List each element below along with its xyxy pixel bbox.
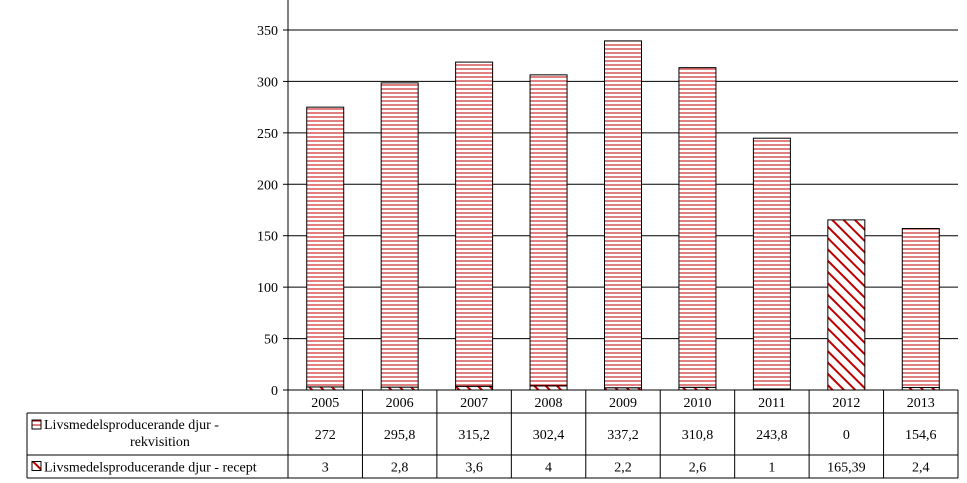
x-tick-label: 2006: [386, 396, 414, 411]
x-tick-label: 2007: [460, 396, 488, 411]
y-tick-label: 150: [257, 230, 278, 245]
y-tick-label: 250: [257, 127, 278, 142]
x-tick-label: 2010: [683, 396, 711, 411]
x-tick-label: 2009: [609, 396, 637, 411]
axes: [283, 0, 289, 391]
legend-label: rekvisition: [130, 435, 190, 450]
y-tick-label: 0: [271, 384, 278, 399]
x-tick-label: 2008: [535, 396, 563, 411]
data-label: 310,8: [682, 428, 714, 443]
legend-label: Livsmedelsproducerande djur -: [44, 418, 219, 433]
y-tick-label: 200: [257, 178, 278, 193]
x-tick-label: 2013: [907, 396, 935, 411]
y-tick-label: 50: [264, 333, 278, 348]
data-label: 3: [322, 461, 329, 476]
x-tick-label: 2012: [832, 396, 860, 411]
bar-recept-2012: [827, 219, 866, 391]
bar-recept-2008: [529, 385, 568, 391]
data-label: 1: [768, 461, 775, 476]
data-label: 154,6: [905, 428, 937, 443]
bar-rekvisition-2009: [604, 40, 642, 389]
data-label: 0: [843, 428, 850, 443]
data-label: 315,2: [458, 428, 490, 443]
data-label: 2,2: [614, 461, 632, 476]
bar-rekvisition-2008: [529, 74, 568, 387]
data-label: 302,4: [533, 428, 565, 443]
data-label: 243,8: [756, 428, 788, 443]
data-label: 165,39: [827, 461, 866, 476]
bar-rekvisition-2005: [306, 106, 345, 388]
y-tick-label: 300: [257, 75, 278, 90]
legend-key-0: [31, 419, 42, 430]
x-tick-label: 2005: [311, 396, 339, 411]
bar-recept-2007: [455, 385, 494, 391]
data-label: 3,6: [465, 461, 483, 476]
y-tick-label: 100: [257, 281, 278, 296]
bar-rekvisition-2010: [678, 67, 717, 388]
data-label: 2,6: [689, 461, 707, 476]
data-label: 295,8: [384, 428, 416, 443]
legend-label: Livsmedelsproducerande djur - recept: [44, 461, 257, 476]
x-tick-label: 2011: [758, 396, 785, 411]
bars: [306, 40, 940, 391]
bar-rekvisition-2011: [752, 137, 791, 390]
data-table: 2005 2006 2007 2008 2009 2010 2011 2012 2013 Livs…: [26, 389, 959, 479]
bar-rekvisition-2007: [455, 61, 494, 387]
bar-rekvisition-2013: [901, 228, 940, 389]
y-axis-tick-labels: 0 50 100 150 200 250 300 350: [257, 24, 278, 399]
data-label: 337,2: [607, 428, 639, 443]
y-tick-label: 350: [257, 24, 278, 39]
data-label: 272: [315, 428, 336, 443]
data-label: 4: [545, 461, 552, 476]
bar-rekvisition-2006: [380, 82, 419, 388]
legend-key-1: [31, 461, 42, 471]
data-label: 2,8: [391, 461, 409, 476]
data-label: 2,4: [912, 461, 930, 476]
